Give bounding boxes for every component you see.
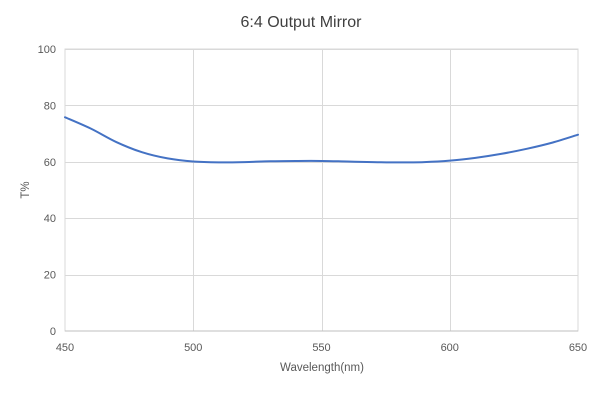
y-tick-label: 20 [44,270,56,282]
y-axis-label: T% [20,181,32,198]
plot-area-border [64,48,579,332]
grid-lines [65,49,578,331]
x-tick-label: 550 [312,342,330,354]
x-tick-label: 650 [569,342,587,354]
x-tick-label: 450 [56,342,74,354]
x-axis-ticks: 450 500 550 600 650 [56,342,587,354]
chart-title: 6:4 Output Mirror [241,14,363,31]
y-tick-label: 40 [44,213,56,225]
y-tick-label: 0 [50,326,56,338]
y-tick-label: 60 [44,157,56,169]
y-tick-label: 80 [44,100,56,112]
x-tick-label: 500 [184,342,202,354]
y-axis-ticks: 0 20 40 60 80 100 [38,44,56,338]
y-tick-label: 100 [38,44,56,56]
series-line-0 [64,116,579,164]
x-tick-label: 600 [441,342,459,354]
series-layer [64,116,579,164]
x-axis-label: Wavelength(nm) [280,362,364,374]
